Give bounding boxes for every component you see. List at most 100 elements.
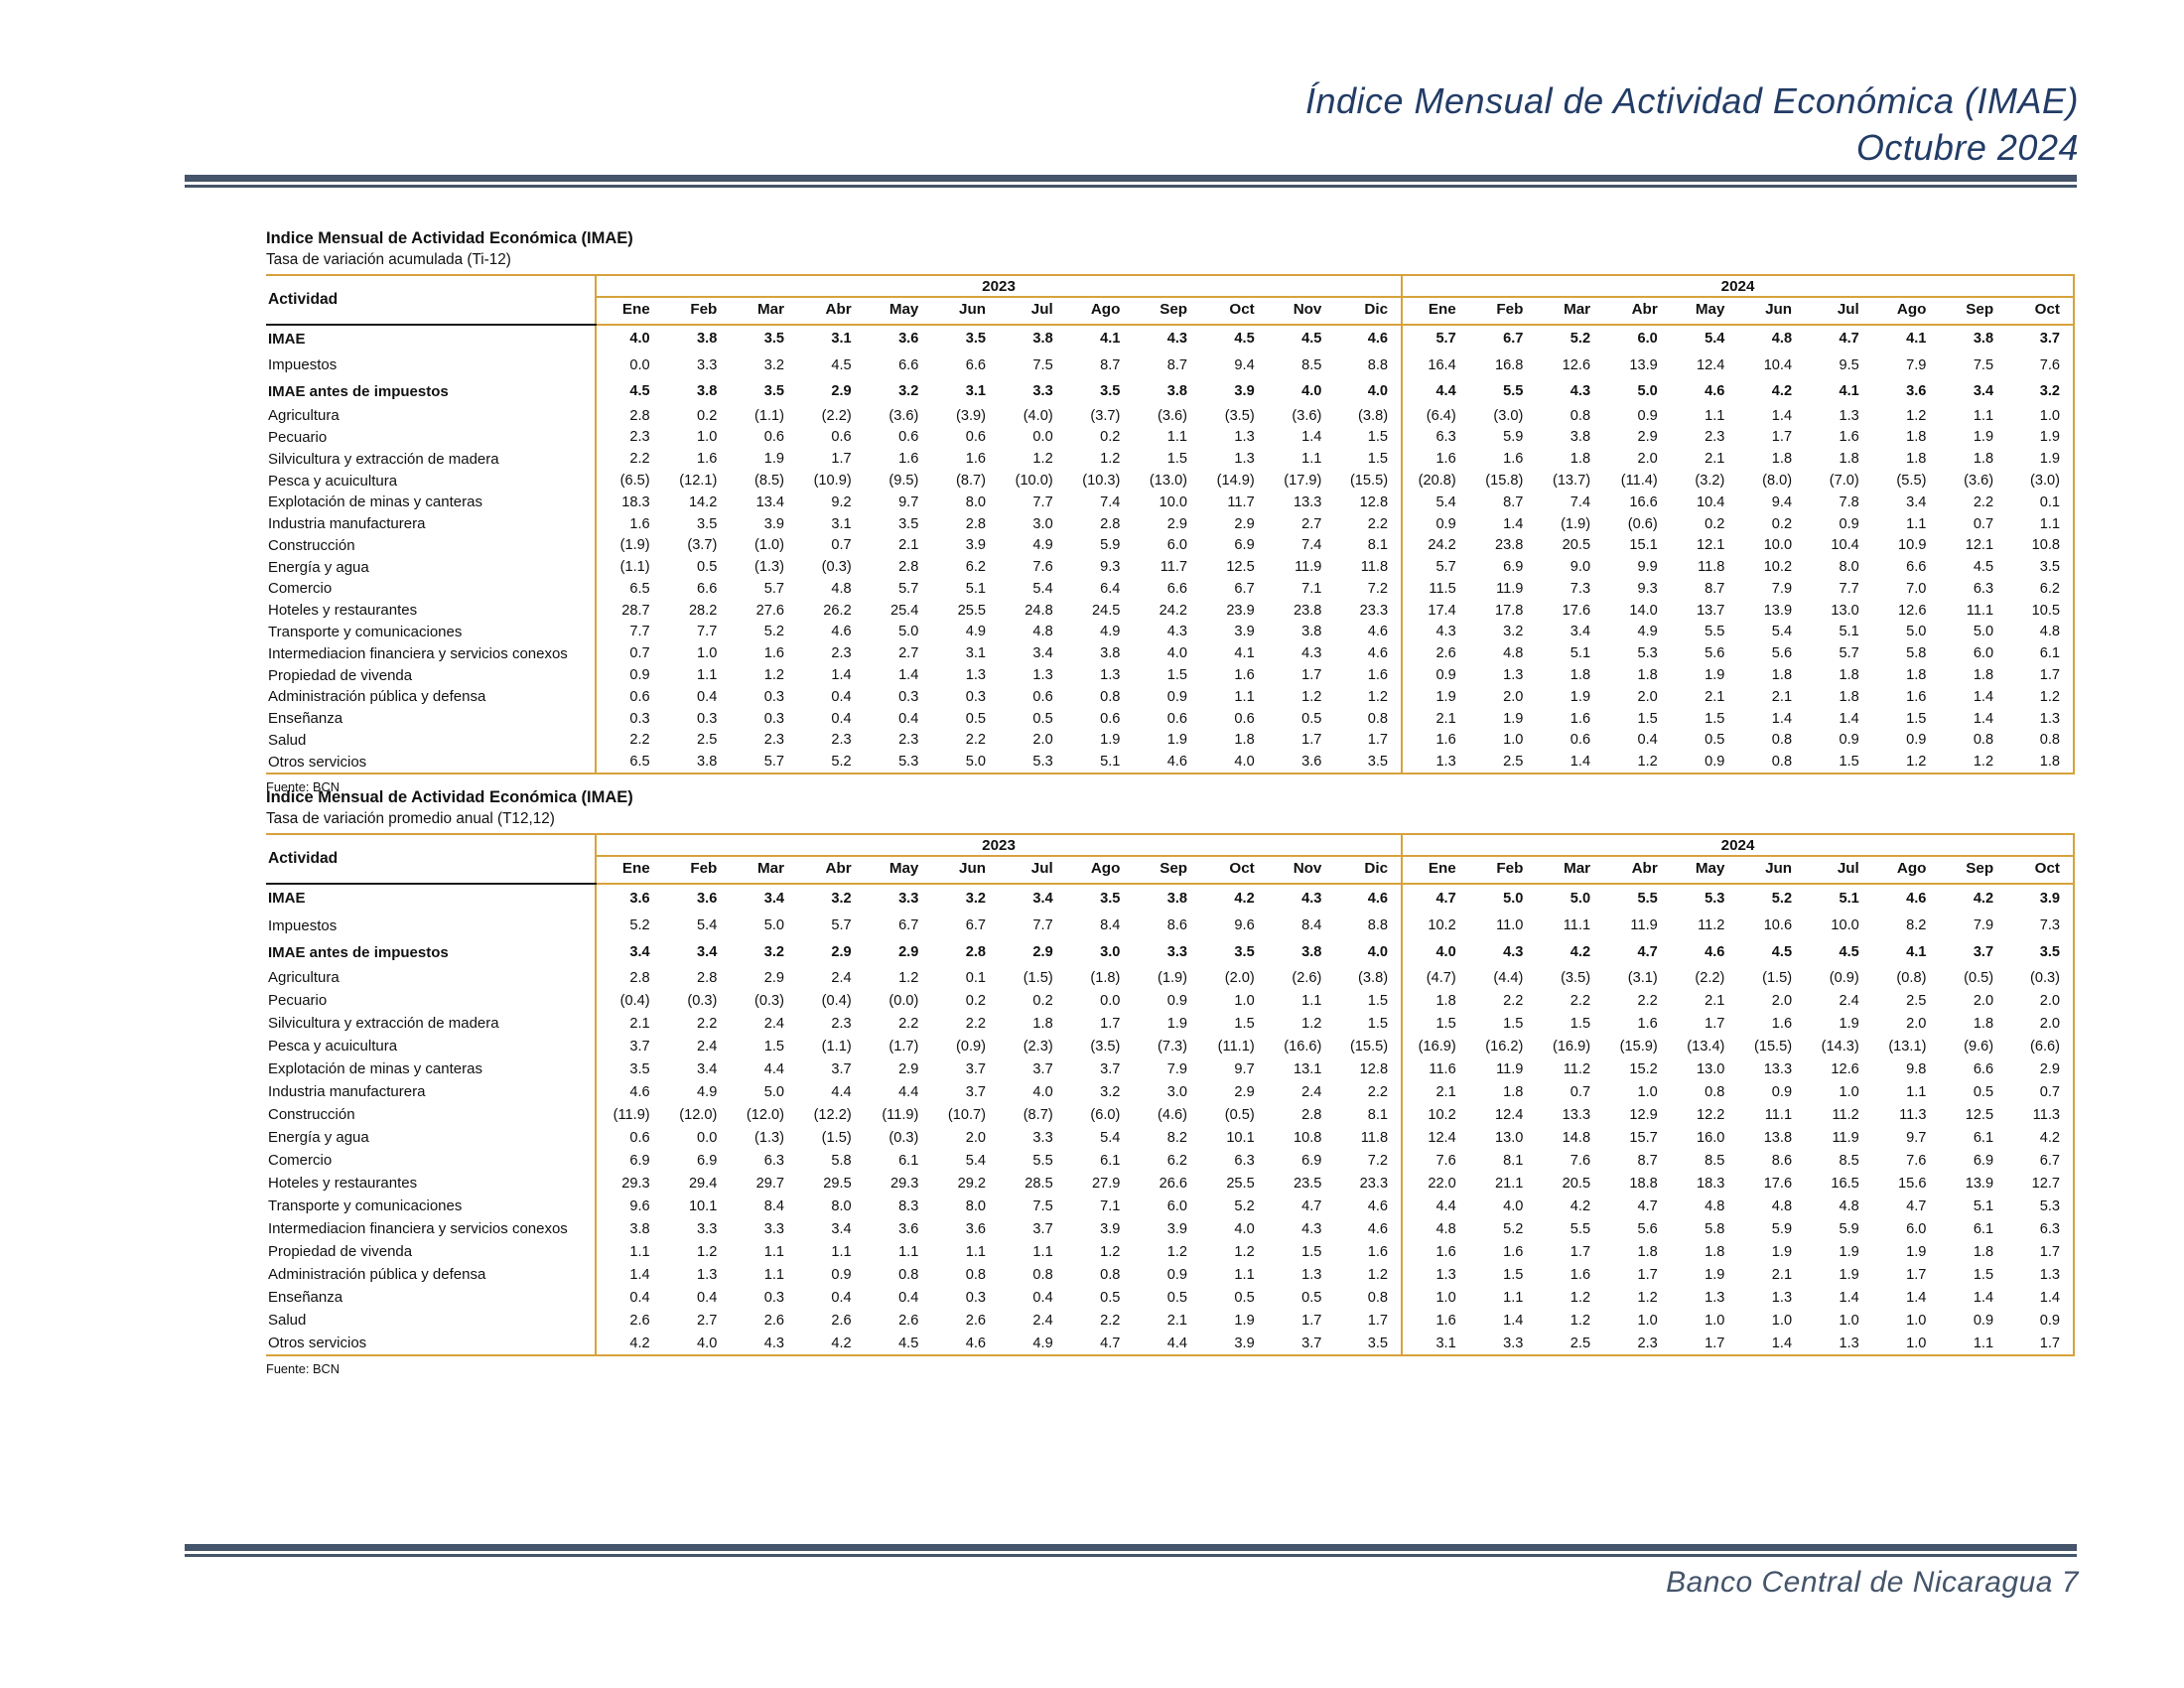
- value-cell: 5.4: [1100, 1129, 1121, 1146]
- value-cell: 6.5: [595, 751, 663, 775]
- value-cell: 0.6: [1100, 710, 1121, 727]
- value-cell: (3.0): [2006, 470, 2075, 492]
- value-cell: 11.7: [1160, 559, 1188, 576]
- value-cell: 0.9: [1401, 512, 1469, 535]
- value-cell: 1.6: [697, 451, 718, 468]
- value-cell: 8.6: [1166, 917, 1188, 934]
- value-cell: 13.7: [1697, 602, 1725, 619]
- value-cell: 10.8: [2006, 534, 2075, 557]
- value-cell: 3.5: [595, 1057, 663, 1081]
- value-cell: 8.7: [1100, 356, 1121, 373]
- activity-label: Comercio: [268, 580, 333, 598]
- value-cell: 0.8: [1367, 710, 1389, 727]
- value-cell: (2.0): [1224, 969, 1255, 986]
- value-cell: 0.9: [1839, 732, 1859, 749]
- value-cell: 1.1: [1032, 1243, 1053, 1260]
- value-cell: 5.1: [1570, 645, 1591, 662]
- value-cell: 5.2: [1570, 331, 1591, 348]
- value-cell: 8.4: [1100, 917, 1121, 934]
- value-cell: 5.0: [1906, 624, 1927, 640]
- activity-label: Construcción: [268, 536, 355, 554]
- value-cell: 3.7: [595, 1035, 663, 1058]
- value-cell: 1.4: [1839, 1289, 1859, 1306]
- value-cell: 0.4: [697, 688, 718, 705]
- value-cell: 4.5: [1234, 331, 1255, 348]
- month-header: Mar: [1536, 856, 1604, 885]
- value-cell: 16.0: [1697, 1129, 1725, 1146]
- value-cell: 0.5: [697, 559, 718, 576]
- column-header-actividad: Actividad: [266, 833, 596, 885]
- value-cell: 4.6: [1367, 331, 1389, 348]
- value-cell: 3.5: [2006, 556, 2075, 579]
- value-cell: 5.7: [1401, 325, 1469, 352]
- value-cell: 1.4: [1771, 710, 1793, 727]
- value-cell: 3.4: [1032, 645, 1053, 662]
- value-cell: 1.6: [1367, 1243, 1389, 1260]
- value-cell: 2.9: [763, 969, 785, 986]
- value-cell: 1.7: [1301, 1312, 1322, 1329]
- value-cell: 13.8: [1763, 1129, 1793, 1146]
- month-header: Oct: [2006, 297, 2075, 326]
- value-cell: 3.3: [697, 1220, 718, 1237]
- value-cell: 3.7: [2006, 325, 2075, 352]
- value-cell: 0.2: [697, 407, 718, 424]
- value-cell: 0.8: [2006, 729, 2075, 752]
- value-cell: 0.6: [898, 429, 919, 446]
- value-cell: 3.8: [1301, 624, 1322, 640]
- value-cell: 1.2: [1367, 688, 1389, 705]
- value-cell: 1.1: [595, 1240, 663, 1264]
- value-cell: (0.3): [888, 1129, 919, 1146]
- value-cell: 2.3: [1603, 1332, 1671, 1357]
- activity-label: IMAE: [268, 330, 306, 348]
- value-cell: 13.3: [1562, 1106, 1591, 1123]
- value-cell: 5.3: [1637, 645, 1658, 662]
- value-cell: 6.7: [2006, 1149, 2075, 1173]
- value-cell: 2.2: [1367, 1083, 1389, 1100]
- value-cell: 1.7: [2006, 664, 2075, 686]
- value-cell: (1.5): [1023, 969, 1053, 986]
- value-cell: 4.0: [1503, 1197, 1524, 1214]
- value-cell: 2.6: [1401, 642, 1469, 665]
- value-cell: (13.1): [1888, 1038, 1927, 1055]
- value-cell: 4.9: [999, 1332, 1066, 1357]
- value-cell: (1.9): [1561, 515, 1591, 532]
- value-cell: 3.7: [965, 1060, 987, 1077]
- value-cell: 0.4: [831, 1289, 852, 1306]
- value-cell: 5.0: [1570, 890, 1591, 907]
- value-cell: 13.9: [1763, 602, 1793, 619]
- value-cell: 6.1: [898, 1152, 919, 1169]
- value-cell: 0.7: [2006, 1080, 2075, 1104]
- value-cell: 1.3: [2006, 707, 2075, 730]
- value-cell: 1.4: [1536, 751, 1604, 775]
- value-cell: 4.0: [1367, 944, 1389, 961]
- value-cell: 5.4: [1401, 491, 1469, 513]
- value-cell: 3.7: [1267, 1332, 1335, 1357]
- value-cell: 17.8: [1495, 602, 1524, 619]
- value-cell: 4.6: [1367, 1197, 1389, 1214]
- value-cell: (0.5): [1964, 969, 1994, 986]
- value-cell: 11.2: [1563, 1060, 1591, 1077]
- value-cell: 4.5: [1301, 331, 1322, 348]
- value-cell: 2.2: [1570, 992, 1591, 1009]
- value-cell: 1.2: [1301, 1015, 1322, 1032]
- value-cell: 0.6: [595, 685, 663, 708]
- value-cell: 3.8: [1570, 429, 1591, 446]
- value-cell: (8.7): [1023, 1106, 1053, 1123]
- value-cell: 4.7: [1401, 884, 1469, 913]
- value-cell: 10.4: [1697, 493, 1725, 510]
- value-cell: 3.2: [965, 890, 987, 907]
- value-cell: 2.8: [595, 404, 663, 427]
- value-cell: 4.8: [1771, 331, 1793, 348]
- value-cell: 1.1: [697, 667, 718, 684]
- value-cell: 4.0: [1367, 383, 1389, 400]
- value-cell: 5.0: [763, 1083, 785, 1100]
- value-cell: 1.8: [1032, 1015, 1053, 1032]
- value-cell: 1.2: [1570, 1312, 1591, 1329]
- value-cell: 0.5: [1032, 710, 1053, 727]
- value-cell: 3.3: [697, 356, 718, 373]
- value-cell: 2.5: [1906, 992, 1927, 1009]
- activity-label: Industria manufacturera: [268, 1083, 426, 1101]
- table-row: Explotación de minas y canteras 3.5 3.4 4.4…: [266, 1057, 2075, 1081]
- activity-label: IMAE: [268, 890, 306, 908]
- value-cell: 5.4: [965, 1152, 987, 1169]
